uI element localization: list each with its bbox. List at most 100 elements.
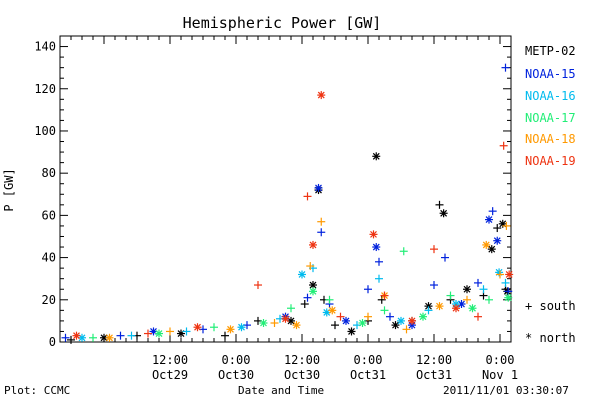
- marker-legend-north: * north: [525, 331, 576, 345]
- noaa-17-south-point: [485, 295, 493, 304]
- metp-02-south-point: [221, 331, 229, 340]
- metp-02-north-point: [177, 329, 185, 338]
- x-tick-date-label: Oct31: [350, 368, 386, 382]
- noaa-17-north-point: [468, 304, 477, 313]
- noaa-18-north-point: [226, 325, 235, 334]
- noaa-19-north-point: [281, 314, 290, 323]
- noaa-18-south-point: [317, 217, 326, 226]
- x-tick-time-label: 12:00: [152, 353, 188, 367]
- y-tick-label: 140: [34, 40, 56, 54]
- noaa-19-north-point: [369, 230, 378, 239]
- noaa-19-north-point: [317, 91, 326, 100]
- noaa-19-north-point: [505, 270, 514, 279]
- noaa-19-north-point: [193, 323, 202, 332]
- noaa-15-south-point: [488, 207, 497, 216]
- noaa-17-south-point: [287, 304, 295, 313]
- noaa-19-south-point: [336, 312, 345, 321]
- metp-02-north-point: [487, 245, 496, 254]
- legend-noaa-16: NOAA-16: [525, 89, 576, 103]
- metp-02-south-point: [331, 321, 339, 330]
- noaa-18-south-point: [402, 325, 411, 334]
- noaa-18-north-point: [482, 240, 491, 249]
- noaa-17-north-point: [259, 319, 268, 328]
- noaa-18-north-point: [105, 333, 114, 342]
- noaa-15-south-point: [375, 257, 383, 266]
- noaa-16-south-point: [375, 274, 383, 283]
- noaa-19-north-point: [452, 304, 460, 313]
- metp-02-north-point: [498, 219, 507, 228]
- noaa-19-south-point: [499, 141, 508, 150]
- metp-02-south-point: [300, 300, 309, 309]
- south-marker-symbol: +: [525, 299, 533, 313]
- metp-02-north-point: [424, 302, 433, 311]
- noaa-16-north-point: [495, 268, 504, 277]
- metp-02-north-point: [439, 209, 448, 218]
- noaa-19-south-point: [430, 245, 438, 254]
- noaa-18-south-point: [166, 327, 174, 336]
- noaa-17-south-point: [325, 295, 334, 304]
- y-tick-label: 60: [42, 208, 56, 222]
- noaa-15-south-point: [116, 331, 125, 340]
- data-points: [61, 63, 514, 344]
- legend-noaa-15: NOAA-15: [525, 67, 576, 81]
- legend-metp-02: METP-02: [525, 44, 576, 58]
- x-tick-date-label: Oct30: [218, 368, 254, 382]
- x-tick-date-label: Oct31: [416, 368, 452, 382]
- x-tick-date-label: Nov 1: [482, 368, 518, 382]
- noaa-19-north-point: [72, 331, 81, 340]
- noaa-18-south-point: [502, 221, 511, 230]
- noaa-17-north-point: [504, 293, 513, 302]
- noaa-17-north-point: [155, 329, 163, 338]
- noaa-16-north-point: [298, 270, 306, 279]
- x-axis: 12:00Oct290:00Oct3012:00Oct300:00Oct3112…: [59, 36, 518, 382]
- noaa-15-north-point: [485, 215, 493, 224]
- noaa-16-south-point: [424, 306, 433, 315]
- noaa-17-north-point: [358, 319, 367, 328]
- marker-legend-south: + south: [525, 299, 576, 313]
- y-tick-label: 40: [42, 251, 56, 265]
- noaa-17-south-point: [446, 291, 455, 300]
- plot-credit: Plot: CCMC: [4, 384, 71, 397]
- x-tick-date-label: Oct29: [152, 368, 188, 382]
- x-axis-label: Date and Time: [238, 384, 325, 397]
- noaa-15-south-point: [61, 333, 70, 342]
- noaa-19-north-point: [309, 240, 317, 249]
- noaa-16-south-point: [127, 331, 136, 340]
- chart-title: Hemispheric Power [GW]: [183, 14, 382, 32]
- legend-label-noaa-16: NOAA-16: [525, 89, 576, 103]
- noaa-15-south-point: [386, 312, 394, 321]
- noaa-18-south-point: [463, 295, 471, 304]
- noaa-18-south-point: [270, 319, 279, 328]
- legend-label-noaa-19: NOAA-19: [525, 154, 576, 168]
- noaa-16-south-point: [182, 327, 191, 336]
- noaa-15-north-point: [372, 243, 381, 252]
- metp-02-north-point: [391, 321, 400, 330]
- noaa-15-north-point: [314, 183, 323, 192]
- y-tick-label: 20: [42, 293, 56, 307]
- noaa-18-south-point: [364, 312, 372, 321]
- plot-timestamp: 2011/11/01 03:30:07: [443, 384, 569, 397]
- noaa-19-south-point: [303, 192, 312, 201]
- noaa-19-north-point: [408, 316, 416, 325]
- noaa-15-north-point: [457, 300, 466, 309]
- noaa-19-south-point: [474, 312, 482, 321]
- noaa-15-south-point: [474, 278, 482, 287]
- metp-02-south-point: [435, 200, 444, 209]
- noaa-16-south-point: [479, 285, 488, 294]
- legend-noaa-17: NOAA-17: [525, 111, 576, 125]
- noaa-16-north-point: [397, 316, 405, 325]
- north-marker-symbol: *: [525, 331, 533, 345]
- metp-02-south-point: [493, 224, 502, 233]
- legend-label-noaa-18: NOAA-18: [525, 132, 576, 146]
- noaa-19-south-point: [144, 329, 152, 338]
- noaa-15-south-point: [317, 228, 326, 237]
- noaa-17-south-point: [399, 247, 408, 256]
- noaa-18-south-point: [496, 270, 504, 279]
- noaa-15-south-point: [501, 63, 510, 72]
- noaa-18-north-point: [435, 302, 444, 311]
- noaa-17-north-point: [419, 312, 427, 321]
- north-marker-label: north: [539, 331, 576, 345]
- noaa-15-south-point: [430, 281, 438, 290]
- noaa-15-south-point: [303, 293, 312, 302]
